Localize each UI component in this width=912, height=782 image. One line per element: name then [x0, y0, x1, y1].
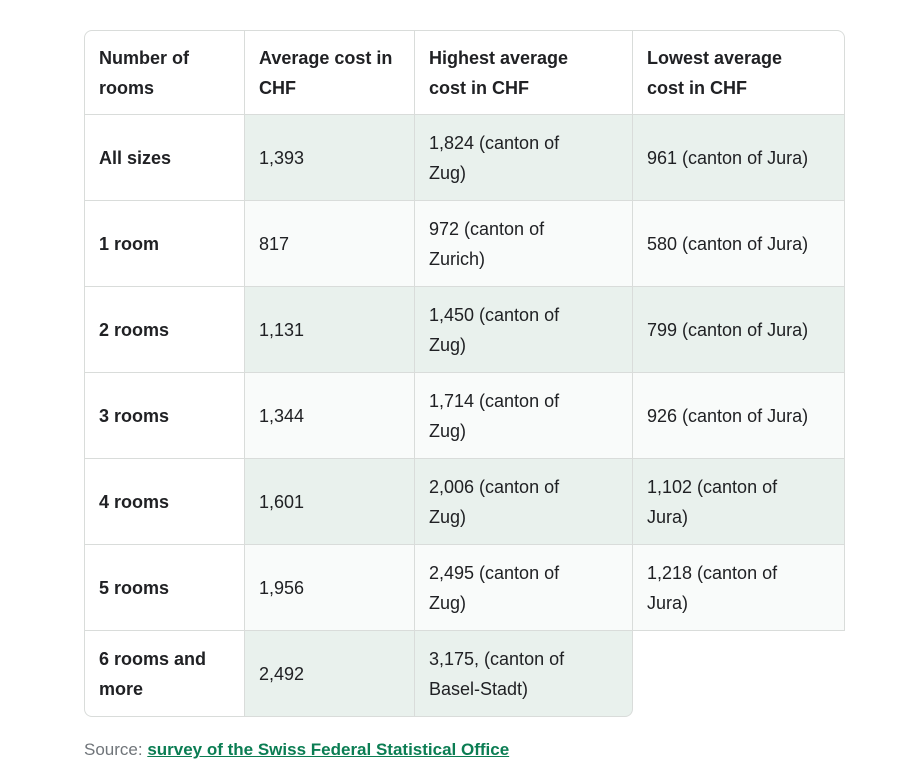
rent-cost-table: Number of rooms Average cost in CHF High… [84, 30, 845, 717]
table-cell: 2,006 (canton of Zug) [415, 459, 633, 545]
cell-text: 2 rooms [99, 319, 170, 340]
source-line: Source: survey of the Swiss Federal Stat… [84, 738, 509, 762]
source-label: Source: [84, 740, 148, 759]
cell-text: 3,175, (canton of Basel-Stadt) [429, 648, 565, 699]
table-cell: 817 [245, 201, 415, 287]
cell-text: 2,492 [259, 663, 305, 684]
cell-text: All sizes [99, 147, 172, 168]
row-header: 4 rooms [84, 459, 245, 545]
header-text: Highest average cost in CHF [429, 47, 569, 98]
table-cell: 961 (canton of Jura) [633, 115, 845, 201]
row-header: 5 rooms [84, 545, 245, 631]
cell-text: 1,450 (canton of Zug) [429, 304, 560, 355]
row-header: 3 rooms [84, 373, 245, 459]
table-cell: 1,450 (canton of Zug) [415, 287, 633, 373]
table-cell: 1,102 (canton of Jura) [633, 459, 845, 545]
row-header: 1 room [84, 201, 245, 287]
cell-text: 1,393 [259, 147, 305, 168]
cell-text: 1,102 (canton of Jura) [647, 476, 778, 527]
source-link[interactable]: survey of the Swiss Federal Statistical … [147, 740, 510, 759]
cell-text: 1,344 [259, 405, 305, 426]
table-cell: 1,344 [245, 373, 415, 459]
table-cell: 1,393 [245, 115, 415, 201]
cell-text: 1,714 (canton of Zug) [429, 390, 560, 441]
table-cell: 926 (canton of Jura) [633, 373, 845, 459]
table-cell: 580 (canton of Jura) [633, 201, 845, 287]
row-header: 6 rooms and more [84, 631, 245, 717]
cell-text: 1,824 (canton of Zug) [429, 132, 560, 183]
table-cell: 1,956 [245, 545, 415, 631]
cell-text: 580 (canton of Jura) [647, 233, 809, 254]
cell-text: 2,495 (canton of Zug) [429, 562, 560, 613]
table-cell: 2,495 (canton of Zug) [415, 545, 633, 631]
cell-text: 2,006 (canton of Zug) [429, 476, 560, 527]
header-text: Lowest average cost in CHF [647, 47, 783, 98]
header-text: Average cost in CHF [259, 47, 393, 98]
header-text: Number of rooms [99, 47, 189, 98]
column-header-highest-average-cost: Highest average cost in CHF [415, 30, 633, 115]
table-cell: 3,175, (canton of Basel-Stadt) [415, 631, 633, 717]
cell-text: 5 rooms [99, 577, 170, 598]
table-cell: 1,824 (canton of Zug) [415, 115, 633, 201]
table-cell: 1,601 [245, 459, 415, 545]
cell-text: 799 (canton of Jura) [647, 319, 809, 340]
cell-text: 3 rooms [99, 405, 170, 426]
cell-text: 961 (canton of Jura) [647, 147, 809, 168]
table-cell: 1,218 (canton of Jura) [633, 545, 845, 631]
row-header: All sizes [84, 115, 245, 201]
cell-text: 4 rooms [99, 491, 170, 512]
cell-text: 1,601 [259, 491, 305, 512]
cell-text: 1 room [99, 233, 160, 254]
column-header-lowest-average-cost: Lowest average cost in CHF [633, 30, 845, 115]
empty-cell [633, 631, 845, 717]
cell-text: 6 rooms and more [99, 648, 207, 699]
table-cell: 1,131 [245, 287, 415, 373]
cell-text: 1,218 (canton of Jura) [647, 562, 778, 613]
cell-text: 817 [259, 233, 290, 254]
column-header-average-cost: Average cost in CHF [245, 30, 415, 115]
table-cell: 1,714 (canton of Zug) [415, 373, 633, 459]
table-cell: 972 (canton of Zurich) [415, 201, 633, 287]
cell-text: 1,956 [259, 577, 305, 598]
cell-text: 926 (canton of Jura) [647, 405, 809, 426]
row-header: 2 rooms [84, 287, 245, 373]
table-cell: 2,492 [245, 631, 415, 717]
table-cell: 799 (canton of Jura) [633, 287, 845, 373]
column-header-number-of-rooms: Number of rooms [84, 30, 245, 115]
cell-text: 972 (canton of Zurich) [429, 218, 545, 269]
cell-text: 1,131 [259, 319, 305, 340]
